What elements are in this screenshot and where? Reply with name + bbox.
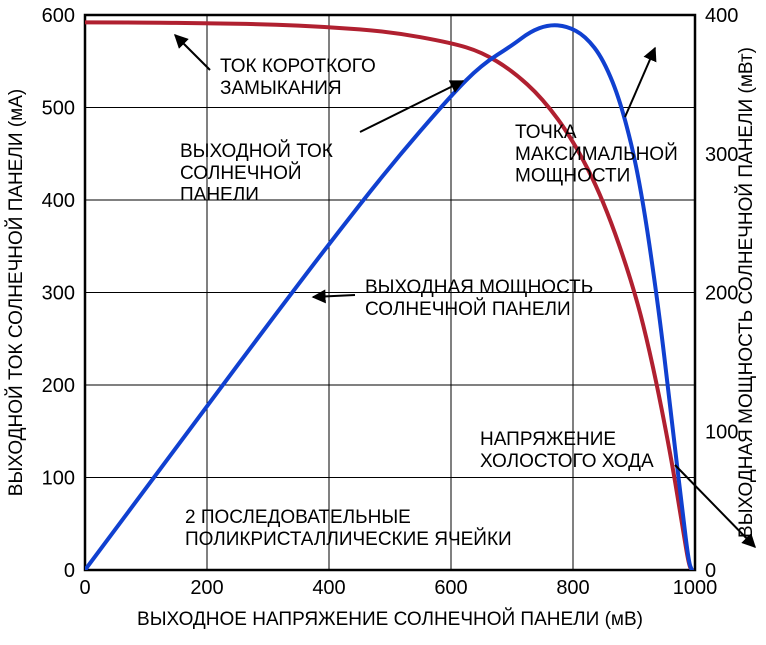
x-axis-label: ВЫХОДНОЕ НАПРЯЖЕНИЕ СОЛНЕЧНОЙ ПАНЕЛИ (мВ… <box>137 608 643 630</box>
y-right-axis-label: ВЫХОДНАЯ МОЩНОСТЬ СОЛНЕЧНОЙ ПАНЕЛИ (мВт) <box>735 47 757 538</box>
x-tick-label: 0 <box>79 577 90 599</box>
y-right-tick-label: 0 <box>705 560 716 582</box>
y-left-tick-label: 600 <box>42 5 75 27</box>
y-right-tick-label: 300 <box>705 144 738 166</box>
y-left-tick-label: 100 <box>42 468 75 490</box>
y-left-tick-label: 0 <box>64 560 75 582</box>
y-right-tick-label: 100 <box>705 421 738 443</box>
y-left-tick-label: 400 <box>42 190 75 212</box>
y-left-axis-label: ВЫХОДНОЙ ТОК СОЛНЕЧНОЙ ПАНЕЛИ (мА) <box>5 89 27 496</box>
y-right-tick-label: 400 <box>705 5 738 27</box>
chart-container: 0200400600800100001002003004005006000100… <box>0 0 766 645</box>
y-left-tick-label: 200 <box>42 375 75 397</box>
annotation-a4: ВЫХОДНАЯ МОЩНОСТЬСОЛНЕЧНОЙ ПАНЕЛИ <box>365 277 593 320</box>
x-tick-label: 400 <box>312 577 345 599</box>
chart-svg: 0200400600800100001002003004005006000100… <box>0 0 766 645</box>
x-tick-label: 800 <box>556 577 589 599</box>
y-left-tick-label: 300 <box>42 283 75 305</box>
x-tick-label: 600 <box>434 577 467 599</box>
y-right-tick-label: 200 <box>705 283 738 305</box>
x-tick-label: 200 <box>190 577 223 599</box>
y-left-tick-label: 500 <box>42 98 75 120</box>
